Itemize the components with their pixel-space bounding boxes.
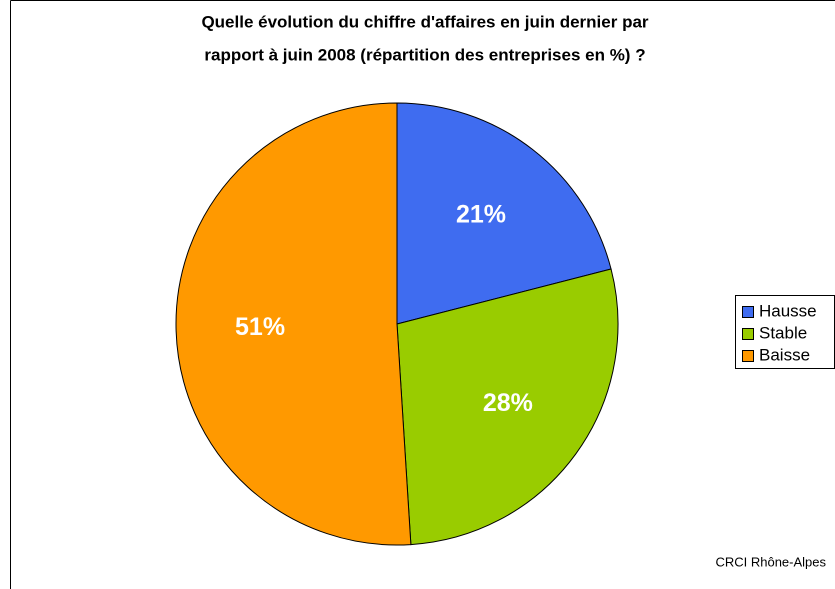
chart-title: rapport à juin 2008 (répartition des ent… — [204, 45, 645, 64]
legend-label: Hausse — [759, 301, 817, 320]
source: CRCI Rhône-Alpes — [715, 554, 826, 569]
chart-title: Quelle évolution du chiffre d'affaires e… — [201, 12, 648, 31]
pie-slice — [175, 102, 412, 546]
pie-slice — [396, 268, 619, 546]
data-label: 28% — [483, 389, 533, 417]
legend-label: Stable — [759, 323, 807, 342]
legend-label: Baisse — [759, 345, 810, 364]
pie-slice — [396, 102, 612, 325]
data-label: 51% — [235, 313, 285, 341]
data-label: 21% — [456, 200, 506, 228]
legend-swatch — [742, 306, 754, 318]
legend-swatch — [742, 328, 754, 340]
legend-swatch — [742, 350, 754, 362]
